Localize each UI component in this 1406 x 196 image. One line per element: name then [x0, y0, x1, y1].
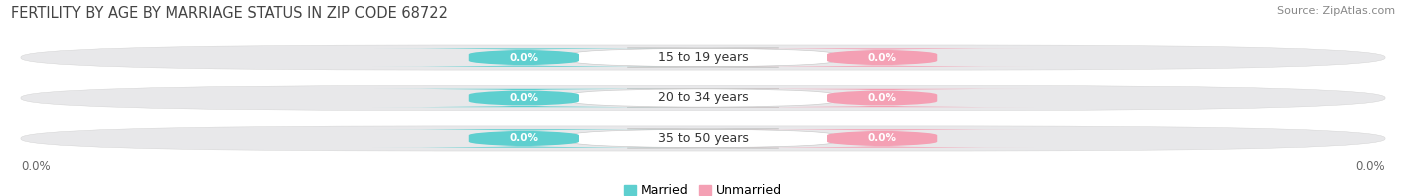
Text: 0.0%: 0.0%	[509, 93, 538, 103]
Text: 0.0%: 0.0%	[868, 93, 897, 103]
FancyBboxPatch shape	[373, 89, 675, 107]
Legend: Married, Unmarried: Married, Unmarried	[619, 179, 787, 196]
Text: 0.0%: 0.0%	[1355, 160, 1385, 173]
Text: 0.0%: 0.0%	[868, 133, 897, 143]
Text: 35 to 50 years: 35 to 50 years	[658, 132, 748, 145]
FancyBboxPatch shape	[572, 48, 834, 67]
Text: 0.0%: 0.0%	[509, 133, 538, 143]
Text: 20 to 34 years: 20 to 34 years	[658, 92, 748, 104]
FancyBboxPatch shape	[572, 88, 834, 108]
FancyBboxPatch shape	[731, 48, 1033, 67]
Text: FERTILITY BY AGE BY MARRIAGE STATUS IN ZIP CODE 68722: FERTILITY BY AGE BY MARRIAGE STATUS IN Z…	[11, 6, 449, 21]
FancyBboxPatch shape	[373, 48, 675, 67]
FancyBboxPatch shape	[731, 89, 1033, 107]
FancyBboxPatch shape	[731, 129, 1033, 148]
FancyBboxPatch shape	[21, 45, 1385, 70]
Text: 15 to 19 years: 15 to 19 years	[658, 51, 748, 64]
Text: 0.0%: 0.0%	[868, 53, 897, 63]
FancyBboxPatch shape	[373, 129, 675, 148]
Text: 0.0%: 0.0%	[21, 160, 51, 173]
FancyBboxPatch shape	[572, 129, 834, 148]
FancyBboxPatch shape	[21, 126, 1385, 151]
Text: Source: ZipAtlas.com: Source: ZipAtlas.com	[1277, 6, 1395, 16]
Text: 0.0%: 0.0%	[509, 53, 538, 63]
FancyBboxPatch shape	[21, 85, 1385, 111]
